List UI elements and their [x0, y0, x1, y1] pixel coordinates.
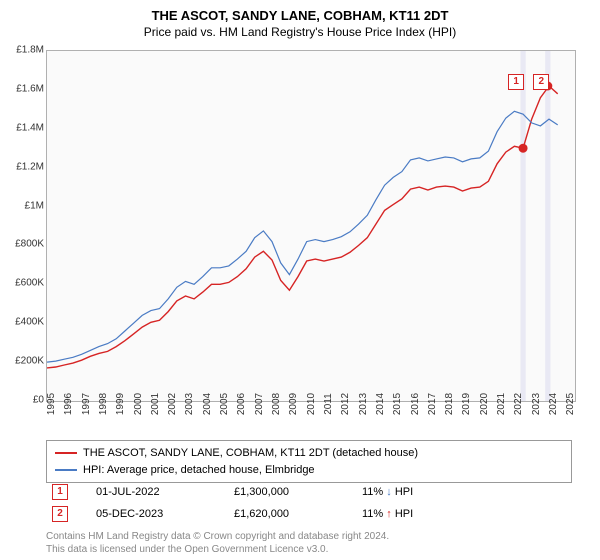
y-tick-label: £1.6M [4, 83, 44, 94]
x-tick-label: 2001 [150, 393, 161, 415]
chart-container: THE ASCOT, SANDY LANE, COBHAM, KT11 2DT … [0, 0, 600, 560]
plot-area [46, 50, 576, 402]
x-tick-label: 1996 [63, 393, 74, 415]
x-tick-label: 2022 [513, 393, 524, 415]
footer-line-2: This data is licensed under the Open Gov… [46, 543, 572, 556]
data-row-1: 1 01-JUL-2022 £1,300,000 11% ↓ HPI [46, 484, 572, 500]
y-tick-label: £600K [4, 278, 44, 289]
x-tick-label: 1997 [81, 393, 92, 415]
y-tick-label: £1.8M [4, 45, 44, 56]
x-tick-label: 2013 [358, 393, 369, 415]
x-tick-label: 2012 [340, 393, 351, 415]
annotation-marker-1: 1 [508, 74, 524, 90]
x-tick-label: 2010 [306, 393, 317, 415]
x-tick-label: 2004 [202, 393, 213, 415]
row-marker-box: 2 [52, 506, 68, 522]
x-tick-label: 2020 [479, 393, 490, 415]
chart-title: THE ASCOT, SANDY LANE, COBHAM, KT11 2DT [0, 0, 600, 23]
legend-label: THE ASCOT, SANDY LANE, COBHAM, KT11 2DT … [83, 445, 418, 462]
x-tick-label: 2015 [392, 393, 403, 415]
y-tick-label: £0 [4, 395, 44, 406]
x-tick-label: 1999 [115, 393, 126, 415]
x-tick-label: 1998 [98, 393, 109, 415]
row-pct: 11% ↓ HPI [362, 486, 413, 498]
y-tick-label: £800K [4, 239, 44, 250]
x-tick-label: 2017 [427, 393, 438, 415]
chart-svg [47, 51, 575, 401]
row-date: 01-JUL-2022 [96, 486, 206, 498]
legend-swatch [55, 469, 77, 471]
x-tick-label: 2005 [219, 393, 230, 415]
x-tick-label: 2009 [288, 393, 299, 415]
x-tick-label: 2019 [461, 393, 472, 415]
row-price: £1,300,000 [234, 486, 334, 498]
row-price: £1,620,000 [234, 508, 334, 520]
x-tick-label: 2021 [496, 393, 507, 415]
x-tick-label: 2025 [565, 393, 576, 415]
legend-row: THE ASCOT, SANDY LANE, COBHAM, KT11 2DT … [55, 445, 563, 462]
x-tick-label: 2007 [254, 393, 265, 415]
x-tick-label: 2016 [410, 393, 421, 415]
x-tick-label: 2008 [271, 393, 282, 415]
legend-label: HPI: Average price, detached house, Elmb… [83, 462, 315, 479]
y-tick-label: £400K [4, 317, 44, 328]
x-tick-label: 2006 [236, 393, 247, 415]
x-tick-label: 2024 [548, 393, 559, 415]
y-tick-label: £1M [4, 200, 44, 211]
x-tick-label: 2000 [133, 393, 144, 415]
x-tick-label: 2003 [184, 393, 195, 415]
footer-line-1: Contains HM Land Registry data © Crown c… [46, 530, 572, 543]
arrow-icon: ↑ [386, 508, 392, 520]
y-tick-label: £200K [4, 356, 44, 367]
legend-row: HPI: Average price, detached house, Elmb… [55, 462, 563, 479]
row-pct: 11% ↑ HPI [362, 508, 413, 520]
data-row-2: 2 05-DEC-2023 £1,620,000 11% ↑ HPI [46, 506, 572, 522]
footer-attribution: Contains HM Land Registry data © Crown c… [46, 530, 572, 556]
x-tick-label: 2014 [375, 393, 386, 415]
row-date: 05-DEC-2023 [96, 508, 206, 520]
legend: THE ASCOT, SANDY LANE, COBHAM, KT11 2DT … [46, 440, 572, 483]
arrow-icon: ↓ [386, 486, 392, 498]
x-tick-label: 1995 [46, 393, 57, 415]
x-tick-label: 2018 [444, 393, 455, 415]
x-tick-label: 2011 [323, 393, 334, 415]
y-tick-label: £1.4M [4, 122, 44, 133]
legend-swatch [55, 452, 77, 454]
x-tick-label: 2023 [531, 393, 542, 415]
annotation-marker-2: 2 [533, 74, 549, 90]
x-tick-label: 2002 [167, 393, 178, 415]
chart-subtitle: Price paid vs. HM Land Registry's House … [0, 23, 600, 39]
y-tick-label: £1.2M [4, 161, 44, 172]
row-marker-box: 1 [52, 484, 68, 500]
